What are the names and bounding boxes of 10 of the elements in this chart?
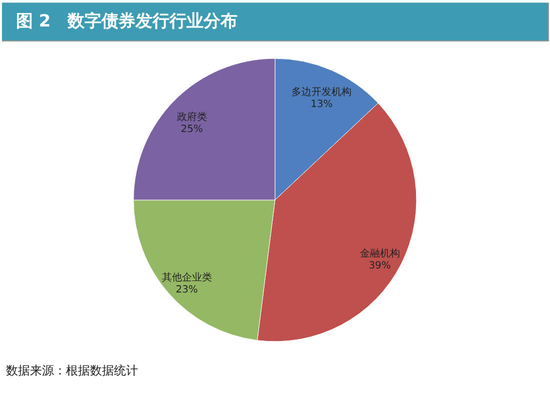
slice-label: 金融机构 [360,247,400,260]
data-label: 23% [176,284,198,296]
data-label: 13% [310,99,333,110]
source-note: 数据来源：根据数据统计 [6,363,138,378]
data-label: 39% [368,260,391,272]
slice-label: 其他企业类 [162,272,212,284]
slice-label: 多边开发机构 [292,86,352,98]
slice-label: 政府类 [176,110,207,123]
data-label: 25% [180,124,203,135]
chart-title: 图 2 数字债券发行行业分布 [16,10,238,31]
